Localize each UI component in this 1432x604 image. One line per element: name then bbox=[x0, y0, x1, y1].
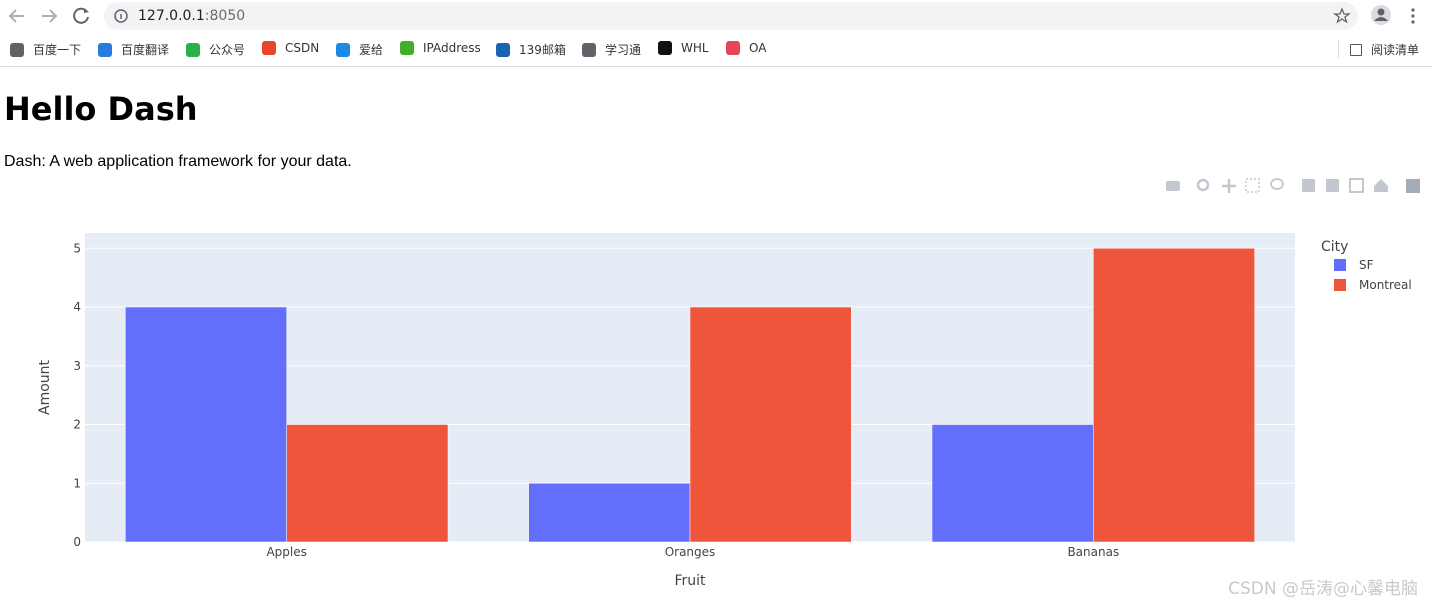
separator bbox=[1338, 40, 1339, 58]
modebar-camera[interactable] bbox=[1166, 181, 1180, 191]
legend-swatch[interactable] bbox=[1334, 259, 1346, 271]
profile-menu bbox=[1371, 5, 1415, 25]
bookmark-icon bbox=[496, 42, 510, 57]
bookmark[interactable]: IPAddress bbox=[400, 41, 481, 55]
page-text: Dash: A web application framework for yo… bbox=[4, 153, 352, 170]
modebar-logo[interactable] bbox=[1406, 179, 1420, 193]
x-tick-label: Apples bbox=[266, 545, 306, 559]
bar bbox=[931, 424, 1094, 543]
bar bbox=[1093, 248, 1255, 543]
bar bbox=[286, 424, 449, 543]
legend-label[interactable]: Montreal bbox=[1359, 278, 1412, 292]
bookmark[interactable]: 139邮箱 bbox=[496, 41, 566, 58]
reading-list[interactable]: 阅读清单 bbox=[1350, 41, 1419, 58]
x-axis-label: Fruit bbox=[674, 573, 706, 589]
bookmark-icon bbox=[186, 42, 200, 57]
bookmark-label: 爱给 bbox=[359, 43, 384, 57]
modebar-zoom-in[interactable] bbox=[1302, 179, 1315, 192]
modebar-zoom-out[interactable] bbox=[1326, 179, 1339, 192]
reload-arrow bbox=[84, 8, 89, 13]
bookmark-icon bbox=[582, 42, 596, 57]
bookmark-label: WHL bbox=[681, 41, 709, 55]
y-tick-label: 3 bbox=[73, 359, 81, 373]
bookmark[interactable]: OA bbox=[726, 41, 766, 55]
star-icon[interactable] bbox=[1332, 2, 1352, 30]
bookmarks-bar: 阅读清单 百度一下 百度翻译 公众号 CSDN 爱给 IPAddress 139邮箱 学习通 W… bbox=[0, 32, 1432, 67]
reload-button[interactable] bbox=[73, 7, 89, 24]
back-button[interactable] bbox=[8, 9, 24, 23]
bookmark[interactable]: 公众号 bbox=[186, 41, 245, 58]
bookmark[interactable]: WHL bbox=[658, 41, 709, 55]
modebar-pan[interactable] bbox=[1222, 179, 1236, 193]
bar bbox=[689, 306, 852, 543]
bookmark[interactable]: 百度一下 bbox=[10, 41, 81, 58]
modebar-reset[interactable] bbox=[1374, 179, 1388, 192]
y-tick-label: 4 bbox=[73, 300, 81, 314]
x-tick-label: Bananas bbox=[1067, 545, 1119, 559]
bookmark-icon bbox=[400, 41, 414, 55]
modebar bbox=[1166, 178, 1420, 193]
bookmark-icon bbox=[336, 42, 350, 57]
info-icon bbox=[114, 9, 128, 23]
bookmark-label: 公众号 bbox=[209, 43, 246, 57]
y-tick-label: 1 bbox=[73, 476, 81, 490]
bookmark-icon bbox=[726, 41, 740, 55]
watermark: CSDN @岳涛@心馨电脑 bbox=[1228, 579, 1418, 599]
menu-button[interactable] bbox=[1411, 8, 1415, 12]
bookmark[interactable]: 百度翻译 bbox=[98, 41, 169, 58]
legend-label[interactable]: SF bbox=[1359, 258, 1374, 272]
bookmark-icon bbox=[10, 42, 24, 57]
bookmark[interactable]: CSDN bbox=[262, 41, 319, 55]
address-bar[interactable]: 127.0.0.1:8050 bbox=[104, 2, 1358, 30]
bookmark-icon bbox=[98, 42, 112, 57]
toolbar: 127.0.0.1:8050 bbox=[0, 0, 1432, 32]
page-heading: Hello Dash bbox=[4, 90, 198, 128]
modebar-zoom[interactable] bbox=[1196, 178, 1210, 192]
bookmark-label: IPAddress bbox=[423, 41, 481, 55]
bookmark-label: 百度一下 bbox=[33, 43, 82, 57]
bar bbox=[125, 306, 287, 543]
bookmark-label: OA bbox=[749, 41, 767, 55]
y-tick-label: 0 bbox=[73, 535, 81, 549]
bookmark[interactable]: 学习通 bbox=[582, 41, 641, 58]
bar bbox=[528, 483, 691, 543]
url-port: :8050 bbox=[204, 8, 246, 24]
y-tick-label: 2 bbox=[73, 418, 81, 432]
nav-buttons bbox=[8, 7, 89, 24]
bookmark-label: 百度翻译 bbox=[121, 43, 170, 57]
modebar-lasso[interactable] bbox=[1270, 178, 1284, 190]
forward-button[interactable] bbox=[42, 9, 58, 23]
y-tick-label: 5 bbox=[73, 241, 81, 255]
url-host: 127.0.0.1 bbox=[138, 8, 205, 24]
x-tick-label: Oranges bbox=[665, 545, 716, 559]
modebar-autoscale[interactable] bbox=[1349, 178, 1364, 193]
reading-list-label: 阅读清单 bbox=[1371, 43, 1420, 57]
modebar-select[interactable] bbox=[1245, 178, 1260, 193]
legend-title: City bbox=[1321, 239, 1348, 255]
bookmark[interactable]: 爱给 bbox=[336, 41, 383, 58]
bookmark-label: CSDN bbox=[285, 41, 320, 55]
bookmark-icon bbox=[262, 41, 276, 55]
bookmark-icon bbox=[658, 41, 672, 55]
bookmark-label: 学习通 bbox=[605, 43, 642, 57]
bookmark-label: 139邮箱 bbox=[519, 43, 566, 57]
y-axis-label: Amount bbox=[37, 359, 53, 415]
legend-swatch[interactable] bbox=[1334, 279, 1346, 291]
